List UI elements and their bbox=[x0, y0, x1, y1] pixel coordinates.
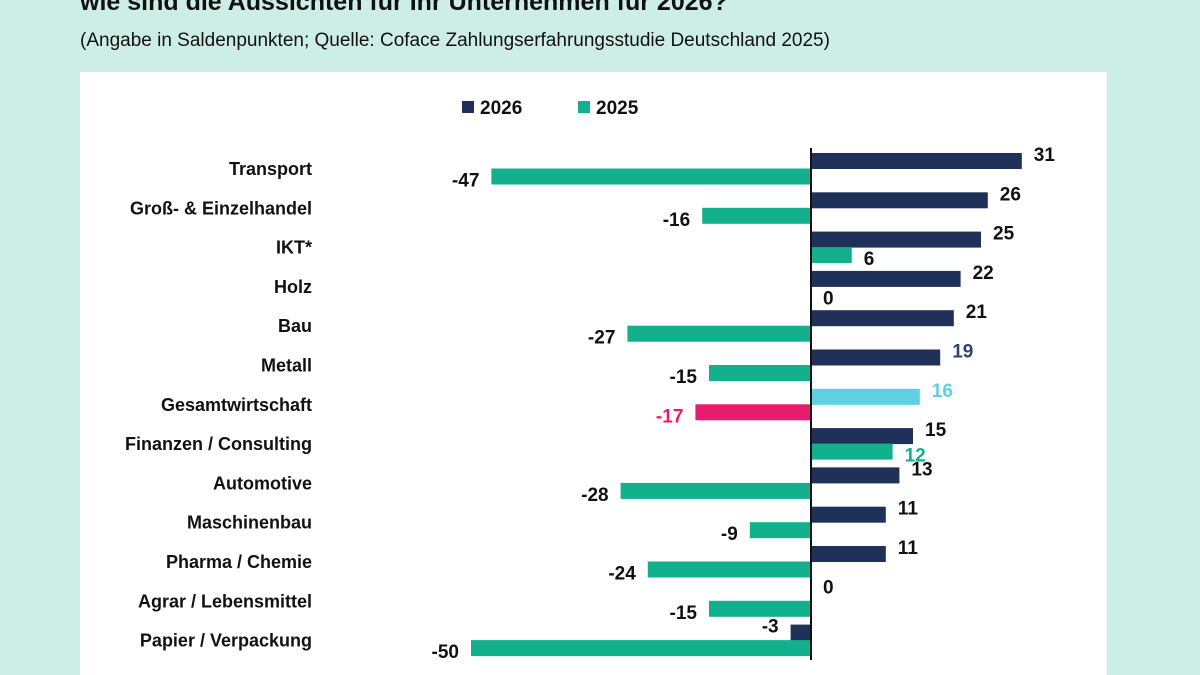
data-label-2026: 25 bbox=[993, 224, 1015, 245]
category-label: Agrar / Lebensmittel bbox=[138, 591, 312, 611]
data-label-2026: 26 bbox=[1000, 184, 1021, 205]
chart-title: wie sind die Aussichten für Ihr Unterneh… bbox=[80, 0, 728, 16]
data-label-2026: 22 bbox=[973, 263, 994, 284]
data-label-2025: -24 bbox=[608, 564, 636, 585]
data-label-2025: -47 bbox=[452, 171, 479, 192]
bar-2026 bbox=[811, 349, 941, 366]
bar-2025 bbox=[702, 207, 811, 224]
bar-2025 bbox=[811, 247, 852, 264]
data-label-2026: 11 bbox=[898, 538, 919, 559]
data-label-2026: 16 bbox=[932, 381, 953, 402]
category-label: Maschinenbau bbox=[187, 513, 312, 533]
data-label-2025: 6 bbox=[864, 249, 875, 270]
bar-2026 bbox=[811, 153, 1022, 169]
data-label-2025: -15 bbox=[670, 603, 698, 624]
data-label-2025: -16 bbox=[663, 210, 690, 231]
bar-2026 bbox=[811, 388, 920, 405]
bar-2026 bbox=[811, 428, 913, 445]
category-label: Papier / Verpackung bbox=[140, 631, 312, 651]
data-label-2026: 13 bbox=[911, 459, 932, 480]
category-label: Transport bbox=[229, 159, 312, 179]
category-label: IKT* bbox=[276, 238, 312, 258]
category-label: Pharma / Chemie bbox=[166, 552, 312, 572]
bar-2025 bbox=[647, 561, 811, 578]
bar-2026 bbox=[811, 467, 900, 484]
category-label: Gesamtwirtschaft bbox=[161, 395, 312, 415]
bar-2026 bbox=[811, 192, 988, 209]
bar-2025 bbox=[627, 325, 811, 342]
legend-label-2026: 2026 bbox=[480, 98, 522, 119]
data-label-2025: -17 bbox=[656, 406, 683, 427]
data-label-2025: -28 bbox=[581, 485, 608, 506]
bar-2026 bbox=[811, 506, 886, 523]
category-label: Finanzen / Consulting bbox=[125, 434, 312, 454]
data-label-2026: 31 bbox=[1034, 145, 1056, 166]
data-label-2025: -9 bbox=[721, 524, 738, 545]
data-label-2026: -3 bbox=[762, 617, 779, 638]
data-label-2025: -50 bbox=[432, 642, 459, 663]
bar-2025 bbox=[749, 522, 811, 539]
category-label: Metall bbox=[261, 356, 312, 376]
category-label: Automotive bbox=[213, 473, 312, 493]
data-label-2025: 0 bbox=[823, 288, 834, 309]
bar-2026 bbox=[790, 624, 811, 641]
bar-2026 bbox=[811, 310, 954, 327]
bar-2025 bbox=[695, 404, 811, 421]
data-label-2025: -15 bbox=[670, 367, 698, 388]
data-label-2025: -27 bbox=[588, 328, 615, 349]
category-label: Groß- & Einzelhandel bbox=[130, 198, 312, 218]
bar-2025 bbox=[471, 640, 811, 657]
bar-2025 bbox=[709, 365, 811, 381]
data-label-2026: 15 bbox=[925, 420, 947, 441]
bar-2025 bbox=[709, 600, 811, 617]
bar-2026 bbox=[811, 231, 981, 248]
legend-swatch-2026 bbox=[462, 101, 474, 113]
chart-subtitle: (Angabe in Saldenpunkten; Quelle: Coface… bbox=[80, 30, 830, 51]
legend-swatch-2025 bbox=[578, 101, 590, 113]
bar-2025 bbox=[620, 482, 811, 499]
data-label-2026: 19 bbox=[952, 342, 973, 363]
legend-label-2025: 2025 bbox=[596, 98, 639, 119]
data-label-2026: 21 bbox=[966, 302, 988, 323]
bar-2026 bbox=[811, 546, 886, 562]
bar-2025 bbox=[811, 443, 893, 460]
data-label-2025: 12 bbox=[905, 446, 926, 467]
bar-2025 bbox=[491, 168, 811, 185]
bar-2026 bbox=[811, 270, 961, 287]
category-label: Holz bbox=[274, 277, 312, 297]
data-label-2026: 11 bbox=[898, 499, 919, 520]
category-label: Bau bbox=[278, 316, 312, 336]
data-label-2026: 0 bbox=[823, 577, 834, 598]
